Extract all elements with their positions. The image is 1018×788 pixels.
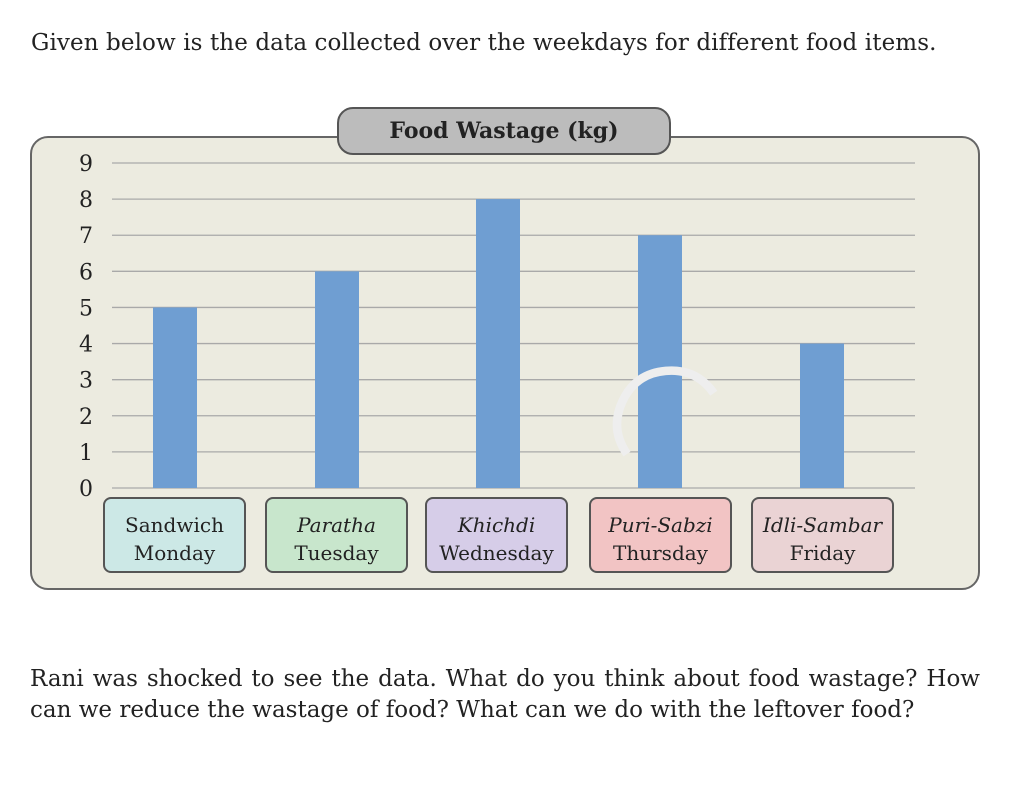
y-tick-label: 5 bbox=[79, 296, 93, 321]
category-day-label: Friday bbox=[789, 541, 856, 565]
category-box-monday: Sandwich Monday bbox=[103, 497, 246, 573]
category-food-label: Idli-Sambar bbox=[762, 513, 883, 537]
bar-wednesday bbox=[476, 199, 520, 488]
y-axis-ticks: 0 1 2 3 4 5 6 7 8 9 bbox=[79, 152, 93, 502]
category-box-friday: Idli-Sambar Friday bbox=[751, 497, 894, 573]
category-food-label: Khichdi bbox=[457, 513, 536, 537]
bars bbox=[153, 199, 844, 488]
chart-title: Food Wastage (kg) bbox=[337, 107, 671, 155]
category-food-label: Paratha bbox=[297, 513, 376, 537]
bar-monday bbox=[153, 307, 197, 488]
y-tick-label: 3 bbox=[79, 369, 93, 394]
category-box-tuesday: Paratha Tuesday bbox=[265, 497, 408, 573]
bar-tuesday bbox=[315, 271, 359, 488]
category-box-wednesday: Khichdi Wednesday bbox=[425, 497, 568, 573]
category-day-label: Tuesday bbox=[294, 541, 379, 565]
y-tick-label: 6 bbox=[79, 260, 93, 285]
y-tick-label: 2 bbox=[79, 405, 93, 430]
bar-thursday bbox=[638, 235, 682, 488]
intro-text: Given below is the data collected over t… bbox=[31, 30, 937, 56]
y-tick-label: 1 bbox=[79, 441, 93, 466]
category-food-label: Puri-Sabzi bbox=[608, 513, 713, 537]
question-text: Rani was shocked to see the data. What d… bbox=[30, 666, 980, 723]
category-day-label: Wednesday bbox=[439, 541, 554, 565]
category-day-label: Monday bbox=[133, 541, 216, 565]
bar-friday bbox=[800, 343, 844, 488]
y-tick-label: 9 bbox=[79, 152, 93, 177]
y-tick-label: 4 bbox=[79, 333, 93, 358]
category-day-label: Thursday bbox=[613, 541, 708, 565]
y-tick-label: 0 bbox=[79, 477, 93, 502]
category-food-label: Sandwich bbox=[125, 513, 224, 537]
y-tick-label: 7 bbox=[79, 224, 93, 249]
category-box-thursday: Puri-Sabzi Thursday bbox=[589, 497, 732, 573]
y-tick-label: 8 bbox=[79, 188, 93, 213]
